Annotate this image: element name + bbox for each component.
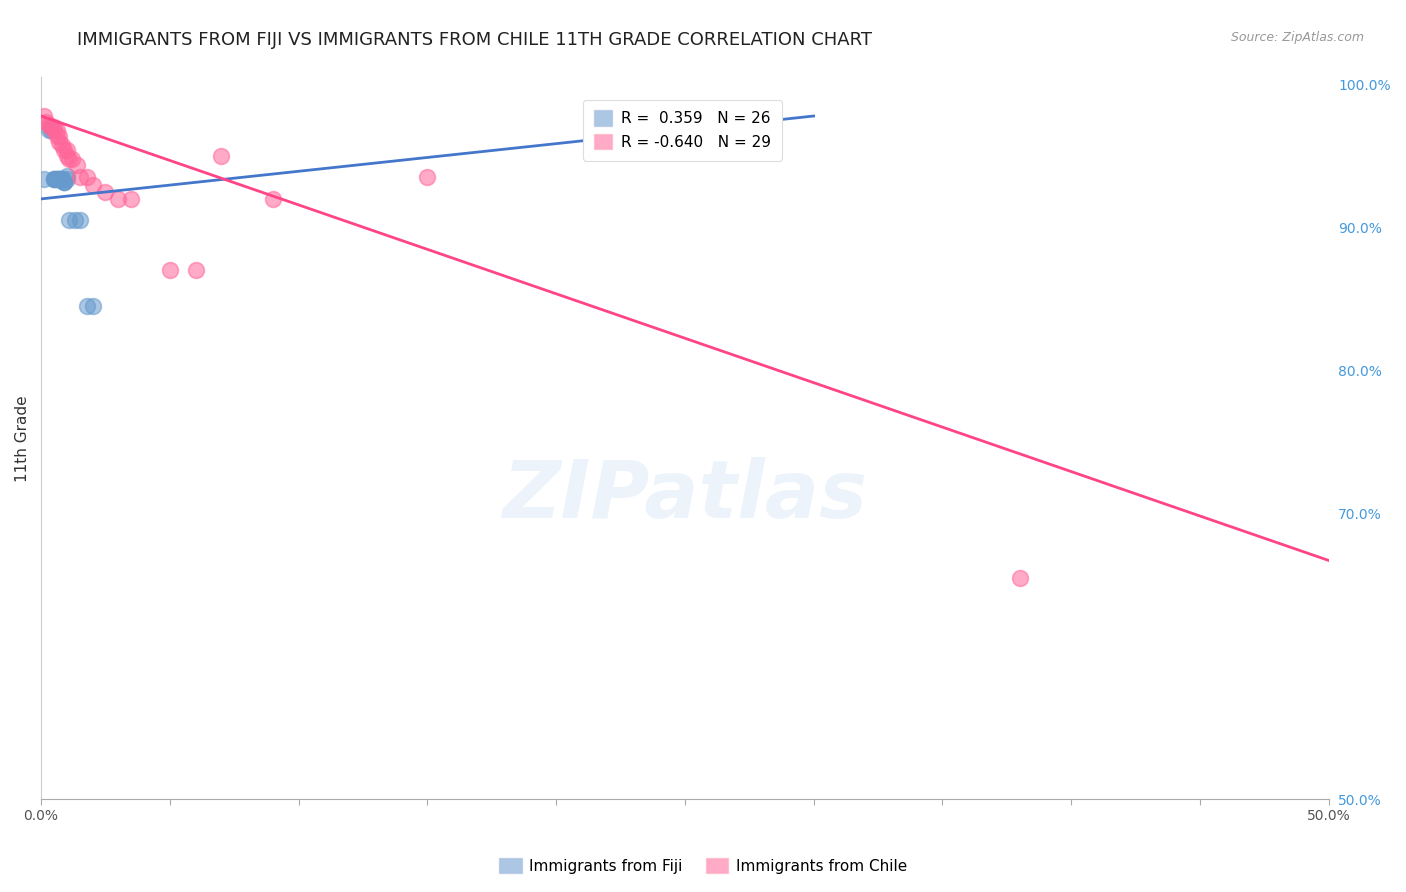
Point <box>76 299 98 313</box>
Point <box>45 123 67 137</box>
Point <box>48 128 70 143</box>
Point <box>53 175 76 189</box>
Point <box>60 152 83 166</box>
Point <box>63 213 86 227</box>
Point <box>58 213 80 227</box>
Point <box>51 137 73 152</box>
Text: Source: ZipAtlas.com: Source: ZipAtlas.com <box>1230 31 1364 45</box>
Point <box>45 128 67 143</box>
Point <box>751 113 773 128</box>
Legend: R =  0.359   N = 26, R = -0.640   N = 29: R = 0.359 N = 26, R = -0.640 N = 29 <box>583 100 782 161</box>
Point <box>32 109 55 123</box>
Point <box>58 152 80 166</box>
Point <box>120 192 142 206</box>
Point <box>107 192 129 206</box>
Point <box>56 169 79 183</box>
Point <box>53 175 76 189</box>
Point <box>42 172 65 186</box>
Point <box>41 120 63 135</box>
Point <box>159 263 181 277</box>
Point <box>56 172 79 186</box>
Point <box>184 263 207 277</box>
Point <box>48 172 70 186</box>
Point <box>416 170 439 185</box>
Point <box>35 114 58 128</box>
Point <box>51 172 73 186</box>
Point <box>48 172 70 186</box>
Point <box>48 135 70 149</box>
Point <box>42 120 65 135</box>
Y-axis label: 11th Grade: 11th Grade <box>15 395 30 482</box>
Point <box>76 170 98 185</box>
Text: IMMIGRANTS FROM FIJI VS IMMIGRANTS FROM CHILE 11TH GRADE CORRELATION CHART: IMMIGRANTS FROM FIJI VS IMMIGRANTS FROM … <box>77 31 872 49</box>
Point <box>209 149 232 163</box>
Point <box>38 123 60 137</box>
Point <box>1008 571 1031 585</box>
Point <box>32 172 55 186</box>
Point <box>42 172 65 186</box>
Point <box>262 192 284 206</box>
Point <box>51 172 73 186</box>
Point <box>41 123 63 137</box>
Point <box>53 175 76 189</box>
Point <box>53 144 76 158</box>
Point <box>42 123 65 137</box>
Point <box>82 299 104 313</box>
Point <box>69 170 91 185</box>
Point <box>48 172 70 186</box>
Point <box>45 172 67 186</box>
Point <box>42 172 65 186</box>
Text: ZIPatlas: ZIPatlas <box>502 457 868 535</box>
Point <box>45 172 67 186</box>
Point <box>38 118 60 132</box>
Point <box>82 178 104 192</box>
Point <box>66 158 89 172</box>
Legend: Immigrants from Fiji, Immigrants from Chile: Immigrants from Fiji, Immigrants from Ch… <box>492 852 914 880</box>
Point <box>94 185 117 199</box>
Point <box>56 144 79 158</box>
Point <box>56 149 79 163</box>
Point <box>69 213 91 227</box>
Point <box>41 120 63 135</box>
Point <box>51 172 73 186</box>
